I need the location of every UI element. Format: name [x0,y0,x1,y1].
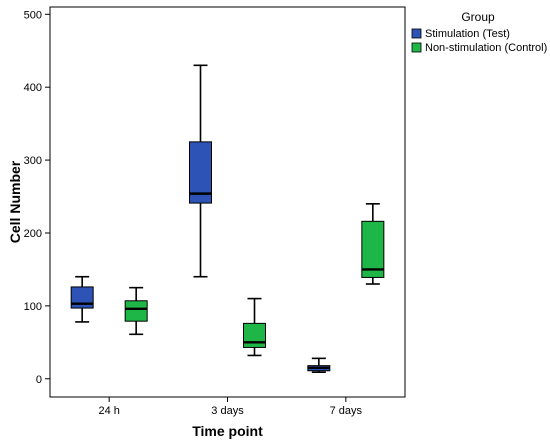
box-stimulation-1 [189,64,212,278]
legend: Group Stimulation (Test) Non-stimulation … [411,10,547,54]
iqr-box [361,220,385,278]
y-tick-label: 0 [36,374,42,386]
x-axis-ticks: 24 h 3 days 7 days [98,397,363,417]
y-tick-label: 300 [24,155,42,167]
box-control-1 [243,297,266,357]
y-axis-ticks: 0 100 200 300 400 500 [24,9,50,386]
y-tick-label: 500 [24,9,42,21]
iqr-box [189,141,212,204]
legend-items: Stimulation (Test) Non-stimulation (Contr… [411,28,547,54]
x-tick-label: 24 h [98,405,119,417]
x-tick-label: 3 days [211,405,244,417]
box-control-2 [361,203,385,285]
legend-swatch [411,28,422,39]
y-tick-label: 400 [24,82,42,94]
x-tick-label: 7 days [330,405,363,417]
iqr-box [70,286,94,309]
y-tick-label: 200 [24,228,42,240]
iqr-box [124,300,148,322]
x-axis-title: Time point [192,423,263,439]
plot-frame [49,6,406,398]
legend-label: Stimulation (Test) [425,28,510,40]
boxplot-boxes [70,64,385,374]
legend-label: Non-stimulation (Control) [425,42,547,54]
legend-swatch [411,42,422,53]
legend-title: Group [461,10,495,24]
y-axis-title: Cell Number [7,160,23,243]
box-control-0 [124,286,148,336]
y-tick-label: 100 [24,301,42,313]
iqr-box [243,322,266,348]
box-stimulation-2 [307,357,331,374]
box-stimulation-0 [70,275,94,323]
